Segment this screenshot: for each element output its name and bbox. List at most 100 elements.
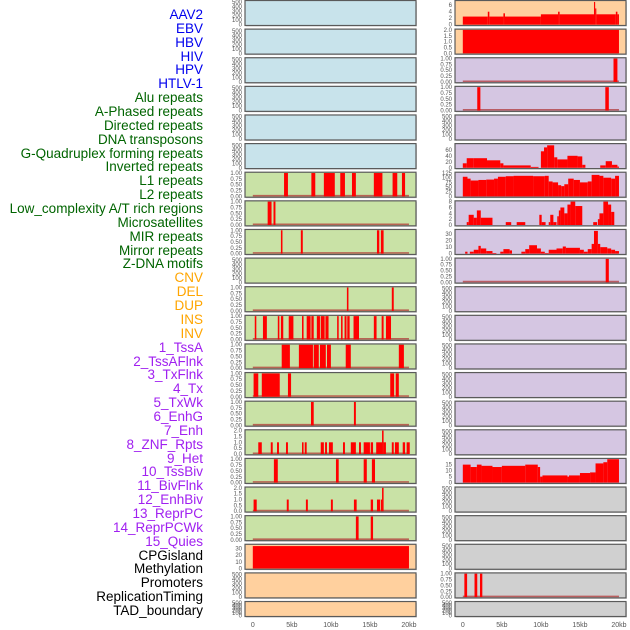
y-tick-label: 400 (232, 262, 243, 268)
data-bar (559, 14, 594, 25)
y-tick-label: 2.0 (234, 429, 243, 435)
y-tick-label: 125 (442, 171, 453, 177)
data-bar (288, 316, 294, 340)
data-bar (608, 204, 612, 226)
panel-border (244, 200, 417, 227)
x-tick-label: 10kb (323, 622, 338, 629)
y-tick-label: 0.00 (230, 423, 242, 429)
x-tick-label: 5kb (286, 622, 297, 629)
panel-border (454, 171, 627, 198)
y-tick-label: 15 (445, 463, 452, 469)
panel-background (245, 114, 416, 140)
panel-border (454, 28, 627, 55)
data-bar (468, 214, 474, 226)
panel-border (244, 457, 417, 485)
y-tick-label: 400 (442, 491, 453, 497)
panel-border (244, 28, 417, 55)
y-tick-label: 0.50 (440, 68, 452, 74)
data-bar (492, 467, 502, 483)
data-bar (320, 442, 324, 454)
y-tick-label: 0.25 (440, 74, 452, 80)
y-tick-label: 100 (442, 533, 453, 539)
y-tick-label: 0 (449, 194, 453, 200)
y-tick-label: 0 (239, 23, 243, 29)
panel-border (244, 0, 417, 27)
data-bar (302, 316, 304, 340)
y-tick-label: 100 (442, 505, 453, 511)
data-bar (319, 344, 326, 369)
data-bar (541, 222, 546, 226)
data-bar (540, 476, 543, 483)
panel-border (244, 429, 417, 456)
panel-background (245, 143, 416, 169)
y-tick-label: 100 (442, 611, 453, 617)
panel-background (245, 258, 416, 284)
data-bar (509, 250, 512, 254)
data-bar (487, 160, 501, 168)
data-bar (344, 316, 347, 340)
track-label: 3_TxFlnk (147, 367, 203, 383)
data-bar (600, 247, 608, 254)
panel-background (245, 487, 416, 513)
y-tick-label: 0.5 (444, 45, 453, 51)
panel-border (244, 143, 417, 170)
data-bar (577, 156, 583, 168)
data-bar (470, 467, 477, 483)
y-tick-label: 0.25 (230, 303, 242, 309)
data-bar (558, 185, 562, 197)
y-tick-label: 1.00 (230, 400, 242, 406)
y-tick-label: 0.0 (234, 452, 243, 458)
data-bar (478, 245, 481, 254)
y-tick-label: 500 (232, 258, 243, 264)
data-bar (568, 178, 574, 197)
y-tick-label: 0.25 (230, 217, 242, 223)
data-bar (565, 247, 580, 254)
data-bar (376, 442, 383, 454)
panel-background (455, 429, 626, 455)
data-bar (486, 179, 495, 197)
track-label: Microsatellites (117, 214, 203, 230)
y-tick-label: 1.00 (230, 200, 242, 206)
track-label: Alu repeats (134, 90, 203, 106)
data-bar (382, 487, 384, 512)
y-tick-label: 300 (232, 95, 243, 101)
x-tick-label: 20kb (611, 622, 626, 629)
data-bar (474, 573, 478, 598)
data-bar (298, 344, 313, 369)
y-tick-label: 300 (442, 324, 453, 330)
y-tick-label: 500 (232, 143, 243, 149)
y-tick-label: 0 (449, 538, 453, 544)
panel-border (454, 143, 627, 170)
data-bar (287, 373, 292, 397)
x-tick-label: 15kb (572, 622, 587, 629)
track-label: 15_Quies (145, 533, 203, 549)
panel-background (455, 57, 626, 83)
y-tick-label: 0 (449, 252, 453, 258)
y-tick-label: 0.00 (230, 366, 242, 372)
data-bar (261, 373, 280, 397)
track-panel-left: 0.000.250.500.751.00 (230, 171, 417, 200)
y-tick-label: 4 (449, 211, 453, 217)
panel-background (245, 572, 416, 598)
data-bar (494, 178, 498, 197)
y-tick-label: 1.00 (230, 286, 242, 292)
x-tick-label: 0 (461, 622, 465, 629)
y-tick-label: 100 (232, 18, 243, 24)
y-tick-label: 300 (442, 410, 453, 416)
y-tick-label: 500 (232, 0, 243, 6)
panel-background (245, 601, 416, 617)
data-bar (539, 214, 542, 226)
y-tick-label: 400 (442, 520, 453, 526)
y-tick-label: 100 (442, 304, 453, 310)
panel-border (454, 371, 627, 399)
y-tick-label: 400 (442, 348, 453, 354)
data-bar (533, 176, 545, 197)
track-label: Directed repeats (103, 117, 203, 133)
data-bar (326, 344, 331, 369)
data-bar (556, 248, 563, 254)
track-label: Mirror repeats (118, 242, 203, 258)
